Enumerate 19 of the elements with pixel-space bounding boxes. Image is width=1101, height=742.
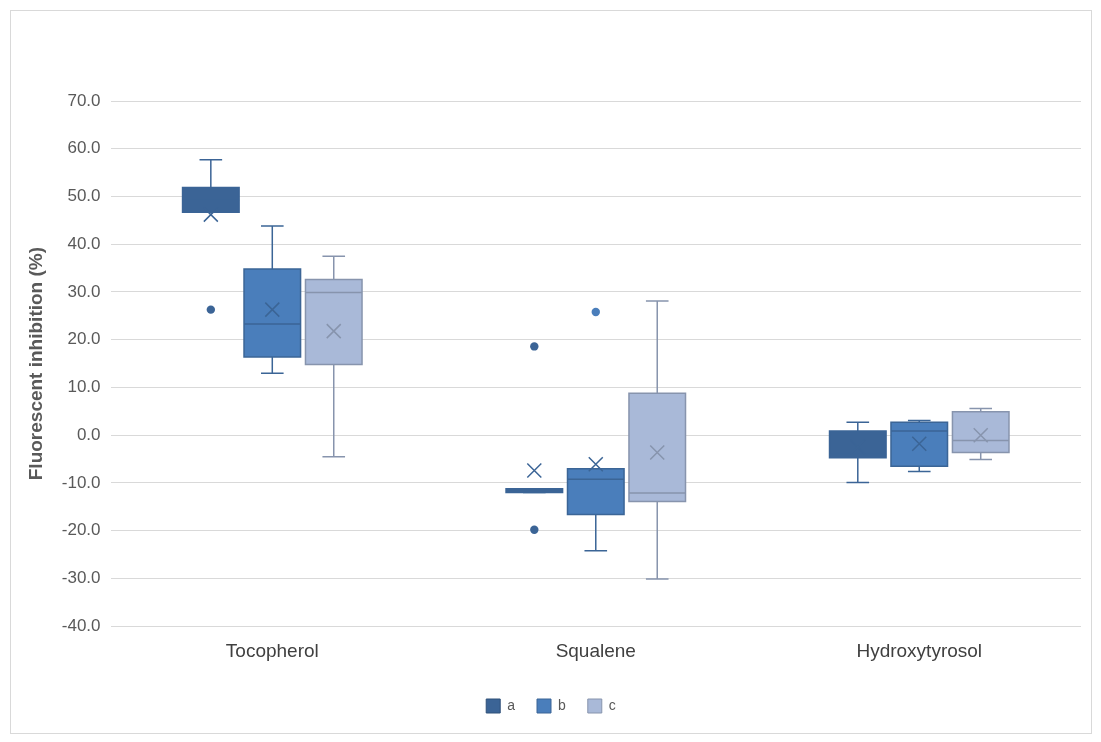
legend-label: c — [608, 696, 616, 713]
y-tick-label: -40.0 — [61, 615, 101, 635]
y-tick-label: -10.0 — [61, 472, 101, 492]
y-tick-label: 10.0 — [67, 377, 101, 397]
x-tick-label: Hydroxytyrosol — [856, 639, 983, 661]
legend-label: b — [558, 696, 566, 713]
x-tick-label: Squalene — [555, 639, 636, 661]
y-tick-label: 30.0 — [67, 281, 101, 301]
y-tick-label: 60.0 — [67, 138, 101, 158]
y-tick-label: -30.0 — [61, 568, 101, 588]
y-tick-label: -20.0 — [61, 520, 101, 540]
y-tick-label: 0.0 — [76, 424, 101, 444]
y-tick-label: 50.0 — [67, 186, 101, 206]
y-tick-label: 20.0 — [67, 329, 101, 349]
y-tick-label: 40.0 — [67, 233, 101, 253]
y-tick-label: 70.0 — [67, 90, 101, 110]
y-axis-title: Fluorescent inhibition (%) — [24, 246, 46, 481]
x-tick-label: Tocopherol — [225, 639, 319, 661]
legend-label: a — [507, 696, 516, 713]
